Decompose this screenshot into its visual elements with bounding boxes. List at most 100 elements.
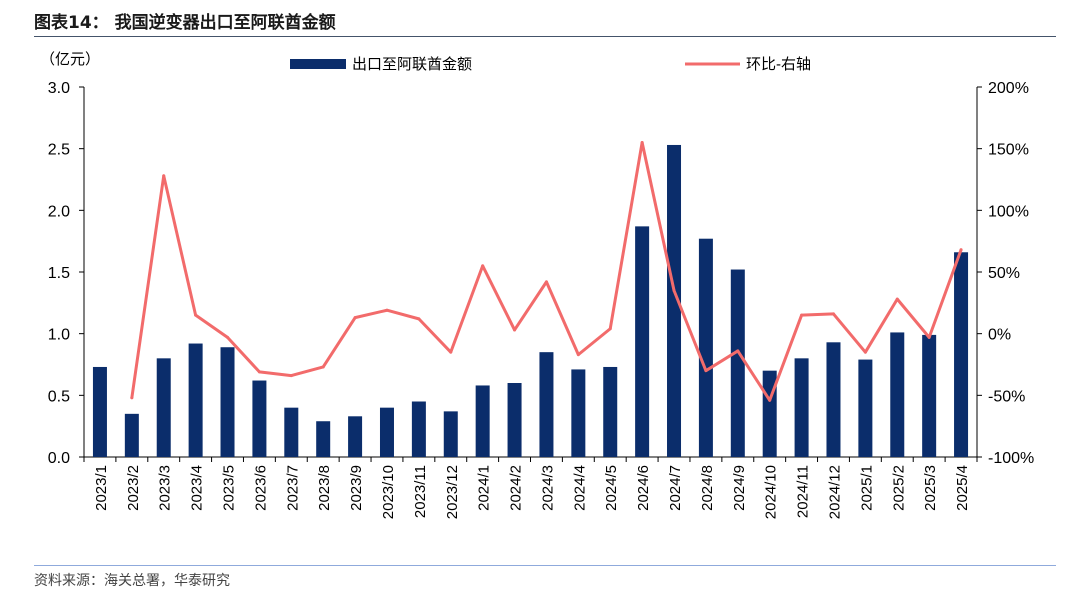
- x-tick-label: 2024/7: [667, 465, 684, 511]
- left-axis-unit: （亿元）: [40, 51, 100, 68]
- chart-title: 图表14： 我国逆变器出口至阿联酋金额: [34, 13, 336, 33]
- right-tick-label: -100%: [988, 450, 1034, 467]
- x-tick-label: 2024/2: [508, 465, 525, 511]
- left-tick-label: 2.5: [48, 142, 70, 159]
- bar: [284, 407, 299, 457]
- legend-swatch-bars: [290, 59, 346, 69]
- x-tick-label: 2023/10: [380, 465, 397, 519]
- bar: [826, 342, 841, 457]
- x-tick-label: 2023/6: [252, 465, 269, 511]
- title-divider: [34, 36, 1056, 37]
- line-point: [130, 396, 134, 400]
- legend-label-line: 环比-右轴: [746, 56, 811, 73]
- bar: [443, 411, 458, 457]
- line-point: [226, 335, 230, 339]
- x-tick-label: 2023/9: [348, 465, 365, 511]
- x-tick-label: 2024/4: [571, 465, 588, 511]
- line-point: [800, 313, 804, 317]
- right-tick-label: 150%: [988, 142, 1029, 159]
- bar: [156, 358, 171, 457]
- x-tick-label: 2024/3: [539, 465, 556, 511]
- line-point: [513, 328, 517, 332]
- bar: [698, 238, 713, 457]
- x-tick-label: 2023/12: [444, 465, 461, 519]
- line-point: [194, 313, 198, 317]
- x-tick-label: 2025/4: [954, 465, 971, 511]
- bar: [252, 380, 267, 457]
- left-tick-label: 0.5: [48, 388, 70, 405]
- bar: [92, 366, 107, 457]
- right-tick-label: -50%: [988, 388, 1025, 405]
- line-point: [895, 297, 899, 301]
- line-point: [672, 289, 676, 292]
- bar: [667, 144, 682, 457]
- x-tick-label: 2024/8: [699, 465, 716, 511]
- bar: [348, 416, 363, 457]
- line-point: [385, 308, 389, 312]
- x-tick-label: 2025/3: [922, 465, 939, 511]
- bar: [316, 421, 331, 457]
- x-tick-label: 2025/2: [890, 465, 907, 511]
- x-tick-label: 2023/8: [316, 465, 333, 511]
- x-tick-label: 2023/1: [93, 465, 110, 511]
- bar: [507, 383, 522, 457]
- line-point: [608, 327, 612, 331]
- x-tick-label: 2023/3: [157, 465, 174, 511]
- x-tick-label: 2023/5: [221, 465, 238, 511]
- bar: [858, 359, 873, 457]
- line-point: [321, 365, 325, 369]
- left-tick-label: 2.0: [48, 203, 70, 220]
- bar: [539, 352, 554, 457]
- line-point: [863, 350, 867, 354]
- bar: [220, 347, 235, 457]
- line-point: [831, 312, 835, 316]
- x-tick-label: 2024/5: [603, 465, 620, 511]
- bar: [603, 366, 618, 457]
- left-tick-label: 1.5: [48, 265, 70, 282]
- x-tick-label: 2024/1: [476, 465, 493, 511]
- line-point: [927, 335, 931, 339]
- line-point: [162, 174, 166, 178]
- right-tick-label: 200%: [988, 80, 1029, 97]
- line-point: [544, 280, 548, 284]
- bar: [411, 401, 426, 457]
- line-point: [640, 141, 644, 144]
- line-point: [481, 264, 485, 268]
- x-tick-label: 2024/6: [635, 465, 652, 511]
- line-point: [736, 349, 740, 353]
- left-tick-label: 0.0: [48, 450, 70, 467]
- source-divider: [34, 565, 1056, 566]
- bar: [890, 332, 905, 457]
- x-tick-label: 2024/9: [731, 465, 748, 511]
- x-tick-label: 2025/1: [858, 465, 875, 511]
- x-tick-label: 2024/11: [795, 465, 812, 518]
- bar: [124, 413, 139, 457]
- x-tick-label: 2023/7: [284, 465, 301, 511]
- line-point: [576, 353, 580, 357]
- right-tick-label: 0%: [988, 327, 1011, 344]
- x-tick-label: 2023/2: [125, 465, 142, 511]
- line-point: [704, 369, 708, 373]
- line-point: [417, 317, 421, 321]
- left-tick-label: 3.0: [48, 80, 70, 97]
- bar: [954, 252, 969, 457]
- bar: [922, 334, 937, 457]
- line-point: [353, 316, 357, 320]
- bar: [635, 226, 650, 457]
- right-tick-label: 50%: [988, 265, 1020, 282]
- bar: [379, 407, 394, 457]
- x-tick-label: 2024/10: [763, 465, 780, 519]
- line-point: [449, 350, 453, 354]
- x-tick-label: 2023/4: [189, 465, 206, 511]
- left-tick-label: 1.0: [48, 327, 70, 344]
- line-point: [959, 248, 963, 252]
- x-tick-label: 2023/11: [412, 465, 429, 518]
- legend-label-bars: 出口至阿联酋金额: [352, 55, 472, 73]
- bar: [571, 369, 586, 457]
- source-note: 资料来源：海关总署，华泰研究: [34, 573, 230, 589]
- bar: [730, 269, 745, 457]
- x-tick-label: 2024/12: [826, 465, 843, 519]
- line-point: [768, 398, 772, 402]
- bar: [794, 358, 809, 457]
